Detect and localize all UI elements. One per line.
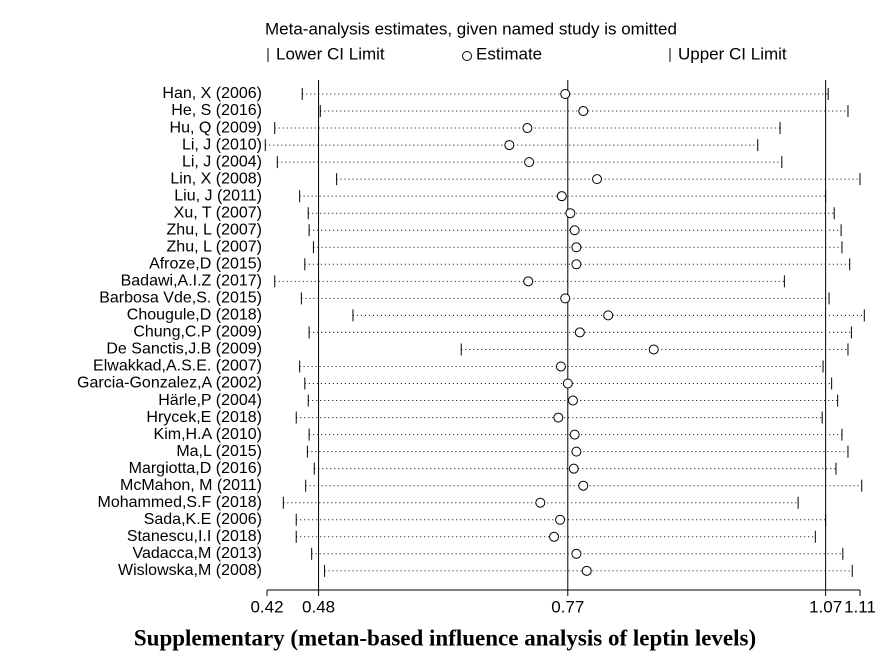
estimate <box>535 497 546 508</box>
caption: Supplementary (metan-based influence ana… <box>134 625 756 650</box>
estimate <box>524 157 535 168</box>
estimate <box>571 446 582 457</box>
study-label: Han, X (2006) <box>162 85 262 102</box>
study-label: Afroze,D (2015) <box>149 256 262 273</box>
legend-symbol <box>462 51 472 61</box>
study-label: De Sanctis,J.B (2009) <box>106 341 262 358</box>
estimate <box>504 140 515 151</box>
study-label: Hu, Q (2009) <box>170 119 262 136</box>
legend-label: Upper CI Limit <box>678 44 787 63</box>
estimate <box>562 378 573 389</box>
study-label: Li, J (2004) <box>182 153 262 170</box>
study-label: Barbosa Vde,S. (2015) <box>99 290 262 307</box>
study-label: Ma,L (2015) <box>176 443 262 460</box>
legend-label: Lower CI Limit <box>276 44 385 63</box>
estimate <box>523 276 534 287</box>
estimate <box>574 327 585 338</box>
study-label: Badawi,A.I.Z (2017) <box>121 273 262 290</box>
x-tick-label: 0.77 <box>551 597 584 616</box>
study-label: Garcia-Gonzalez,A (2002) <box>77 375 262 392</box>
estimate <box>549 531 560 542</box>
study-label: Hrycek,E (2018) <box>146 409 262 426</box>
legend-label: Estimate <box>476 44 542 63</box>
estimate <box>571 242 582 253</box>
estimate <box>578 480 589 491</box>
estimate <box>569 429 580 440</box>
estimate <box>556 191 567 202</box>
chart-title: Meta-analysis estimates, given named stu… <box>265 19 677 38</box>
study-label: Xu, T (2007) <box>174 204 262 221</box>
estimate <box>571 259 582 270</box>
estimate <box>560 293 571 304</box>
study-label: Chougule,D (2018) <box>127 307 262 324</box>
study-label: Li, J (2010) <box>182 136 262 153</box>
estimate <box>555 361 566 372</box>
study-label: Sada,K.E (2006) <box>144 511 262 528</box>
study-label: Kim,H.A (2010) <box>154 426 262 443</box>
estimate <box>571 548 582 559</box>
estimate <box>567 395 578 406</box>
study-label: Zhu, L (2007) <box>167 238 262 255</box>
x-tick-label: 0.42 <box>250 597 283 616</box>
study-label: Vadacca,M (2013) <box>132 545 262 562</box>
study-label: Margiotta,D (2016) <box>129 460 262 477</box>
estimate <box>578 106 589 117</box>
study-label: Lin, X (2008) <box>170 170 262 187</box>
estimate <box>555 514 566 525</box>
legend: Lower CI Limit Estimate Upper CI Limit <box>267 44 787 63</box>
estimate <box>603 310 614 321</box>
study-label: Liu, J (2011) <box>174 187 262 204</box>
estimate <box>560 89 571 99</box>
study-label: Mohammed,S.F (2018) <box>97 494 262 511</box>
study-label: Elwakkad,A.S.E. (2007) <box>93 358 262 375</box>
estimate <box>565 208 576 219</box>
estimate <box>581 565 592 576</box>
x-tick-label: 0.48 <box>302 597 335 616</box>
study-label: Stanescu,I.I (2018) <box>127 528 262 545</box>
study-label: Zhu, L (2007) <box>167 221 262 238</box>
study-label: McMahon, M (2011) <box>120 477 262 494</box>
estimate <box>648 344 659 355</box>
estimate <box>522 123 533 134</box>
estimate <box>592 174 603 185</box>
x-tick-label: 1.07 <box>809 597 842 616</box>
estimate <box>568 463 579 474</box>
study-label: Wislowska,M (2008) <box>118 562 262 579</box>
estimate <box>553 412 564 423</box>
study-label: Chung,C.P (2009) <box>133 324 262 341</box>
x-tick-label: 1.11 <box>844 597 876 616</box>
study-label: He, S (2016) <box>171 102 262 119</box>
estimate <box>569 225 580 236</box>
study-label: Härle,P (2004) <box>158 392 262 409</box>
